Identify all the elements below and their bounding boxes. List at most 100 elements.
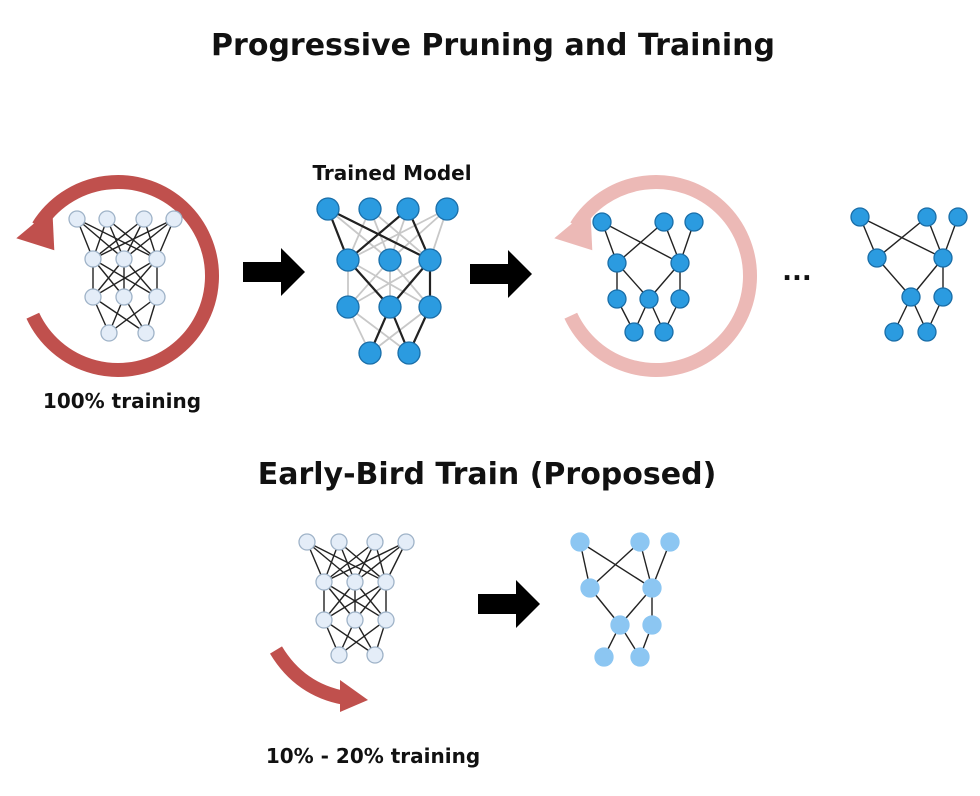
initial-network-edge (76, 218, 158, 260)
early-bird-ticket-network-node (570, 532, 590, 552)
trained-network-node (397, 341, 421, 365)
pruned-training-cycle-arrow-head (554, 208, 593, 251)
early-network-node (330, 646, 348, 664)
pruned-network-node (592, 212, 612, 232)
final-pruned-network-node (850, 207, 870, 227)
early-network-node (366, 533, 384, 551)
initial-network-node (165, 210, 183, 228)
pruned-network-node (670, 253, 690, 273)
pruned-network-node (639, 289, 659, 309)
step-arrow-3 (478, 580, 540, 628)
final-pruned-network-node (917, 207, 937, 227)
pruned-network-node (607, 253, 627, 273)
initial-network-node (84, 250, 102, 268)
final-pruned-network-node (884, 322, 904, 342)
early-network-edge (354, 541, 407, 583)
pruned-network-node (624, 322, 644, 342)
early-network-edge (323, 541, 407, 583)
initial-network-edge (108, 296, 158, 334)
pruned-network-node (654, 212, 674, 232)
trained-network-node (336, 248, 360, 272)
early-bird-ticket-network-node (580, 578, 600, 598)
ellipsis: ... (782, 257, 812, 287)
initial-network-node (98, 210, 116, 228)
early-bird-ticket-network-node (660, 532, 680, 552)
initial-network-node (115, 288, 133, 306)
partial-training-arrow-head (340, 680, 368, 712)
partial-training-arrow (269, 646, 347, 705)
early-bird-ticket-network-node (594, 647, 614, 667)
trained-network-node (418, 248, 442, 272)
pruned-network-node (654, 322, 674, 342)
pruned-network-node (684, 212, 704, 232)
early-network-node (298, 533, 316, 551)
trained-network-edge (347, 208, 409, 261)
pruned-network-node (670, 289, 690, 309)
trained-network-node (418, 295, 442, 319)
initial-network-node (135, 210, 153, 228)
final-pruned-network-edge (876, 216, 928, 259)
early-network-node (377, 611, 395, 629)
early-network-node (366, 646, 384, 664)
final-pruned-network-node (933, 287, 953, 307)
early-network-node (315, 611, 333, 629)
early-bird-ticket-network-node (630, 647, 650, 667)
initial-network-node (137, 324, 155, 342)
final-pruned-network-node (948, 207, 968, 227)
initial-network-node (115, 250, 133, 268)
partial-training-label: 10% - 20% training (266, 744, 480, 768)
early-network-edge (338, 619, 387, 656)
early-bird-ticket-network-node (610, 615, 630, 635)
trained-network-node (378, 295, 402, 319)
early-network-node (315, 573, 333, 591)
trained-network-node (336, 295, 360, 319)
full-training-label: 100% training (43, 389, 201, 413)
early-bird-ticket-network-node (642, 578, 662, 598)
pruned-network-edge (616, 221, 665, 264)
initial-network-edge (92, 218, 145, 260)
trained-network-faded-edge (347, 306, 410, 354)
trained-network-faded-edge (347, 259, 431, 308)
early-network-edge (323, 581, 387, 621)
pruned-network-node (607, 289, 627, 309)
early-network-node (330, 533, 348, 551)
pruned-training-cycle-arrow (564, 175, 757, 377)
final-pruned-network-node (867, 248, 887, 268)
trained-network-faded-edge (369, 208, 431, 261)
initial-network-edge (92, 296, 147, 334)
step-arrow-2 (470, 250, 532, 298)
initial-network-node (148, 250, 166, 268)
trained-network-node (396, 197, 420, 221)
full-training-cycle-arrow-head (16, 208, 55, 251)
early-network-node (397, 533, 415, 551)
early-network-edge (323, 619, 376, 656)
initial-network-node (148, 288, 166, 306)
trained-network-node (378, 248, 402, 272)
initial-network-node (68, 210, 86, 228)
final-pruned-network-node (933, 248, 953, 268)
trained-network-node (358, 197, 382, 221)
early-network-edge (323, 541, 376, 583)
trained-network-node (435, 197, 459, 221)
proposed-title: Early-Bird Train (Proposed) (258, 457, 717, 492)
early-bird-ticket-network-node (642, 615, 662, 635)
initial-network-edge (123, 218, 175, 260)
early-network-node (346, 611, 364, 629)
early-bird-ticket-network-node (630, 532, 650, 552)
full-training-cycle-arrow (26, 175, 219, 377)
early-network-edge (338, 541, 387, 583)
step-arrow-1 (243, 248, 305, 296)
early-network-node (377, 573, 395, 591)
initial-network-edge (92, 258, 158, 298)
trained-network-faded-edge (347, 208, 448, 261)
initial-network-edge (92, 218, 175, 260)
final-pruned-network-node (901, 287, 921, 307)
trained-model-label: Trained Model (312, 161, 471, 185)
trained-network-node (316, 197, 340, 221)
initial-network-node (84, 288, 102, 306)
early-network-node (346, 573, 364, 591)
final-pruned-network-node (917, 322, 937, 342)
early-bird-ticket-network-edge (589, 541, 641, 589)
trained-network-node (358, 341, 382, 365)
